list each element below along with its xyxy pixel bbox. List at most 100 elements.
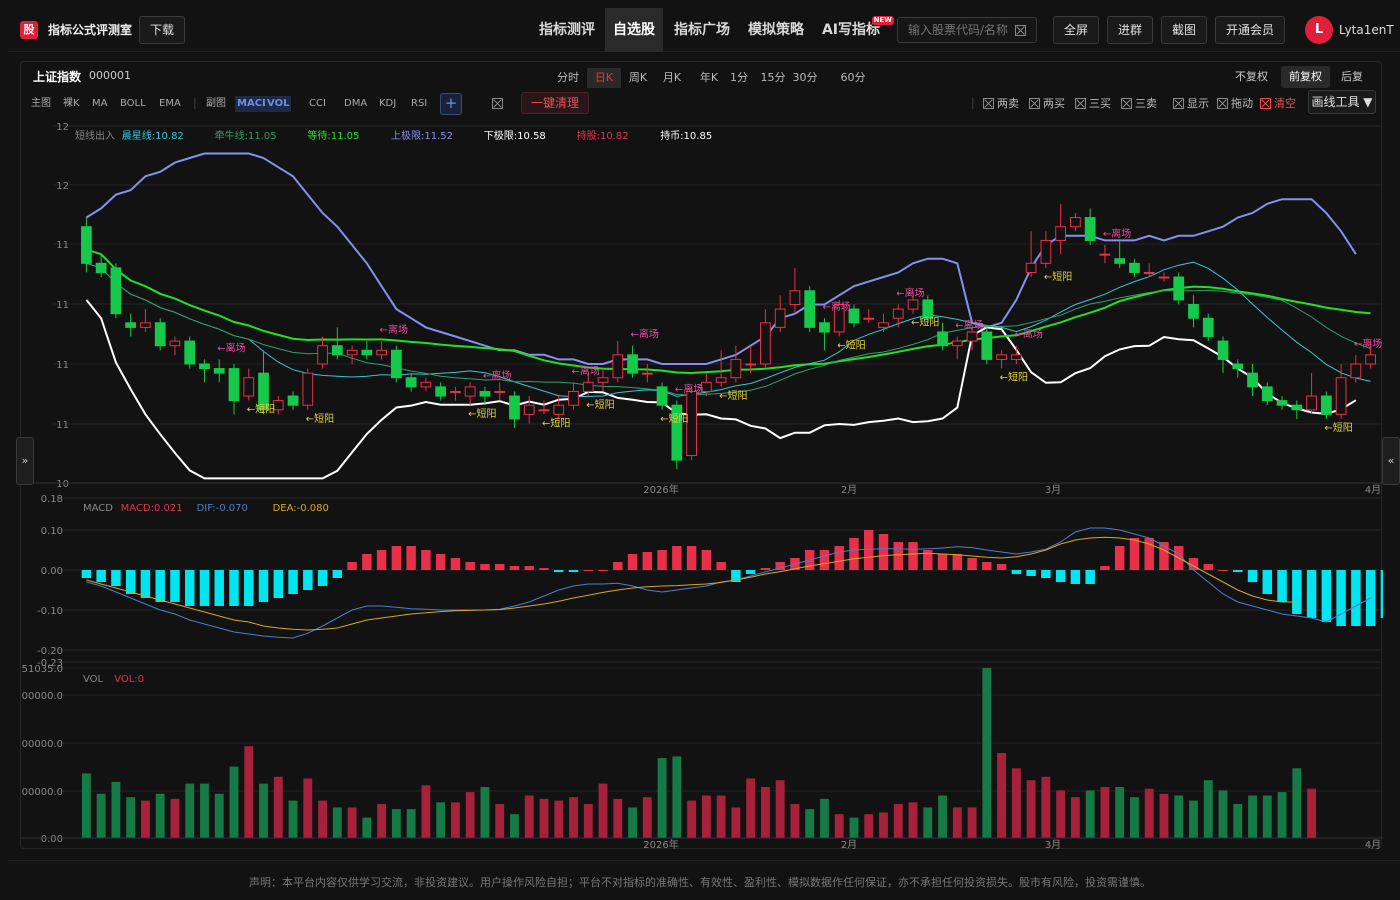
signal-toggle[interactable]: 清空 — [1260, 96, 1296, 112]
candle-body — [907, 299, 919, 310]
period-tab[interactable]: 15分 — [760, 71, 786, 84]
signal-toggle[interactable]: 显示 — [1173, 96, 1209, 112]
macd-bar — [288, 570, 298, 594]
volume-bar — [613, 798, 623, 838]
volume-bar — [1100, 787, 1110, 838]
candle-body — [804, 290, 816, 328]
sub-indicator-kdj[interactable]: KDJ — [379, 98, 397, 109]
sub-indicator-vol[interactable]: VOL — [265, 96, 292, 112]
period-tab[interactable]: 年K — [699, 71, 719, 84]
macd-legend-item: DEA:-0.080 — [273, 503, 329, 514]
main-ema[interactable]: EMA — [159, 98, 181, 109]
expand-left-button[interactable]: » — [16, 437, 34, 485]
macd-bar — [908, 542, 918, 570]
signal-toggle[interactable]: 两买 — [1029, 96, 1065, 112]
period-tab[interactable]: 1分 — [730, 71, 748, 84]
macd-bar — [111, 570, 121, 586]
candle-body — [1306, 395, 1317, 411]
nav-indicator-plaza[interactable]: 指标广场 — [674, 22, 730, 38]
candle-body — [1158, 276, 1170, 279]
sub-indicator-dma[interactable]: DMA — [344, 98, 368, 109]
nav-watchlist[interactable]: 自选股 — [605, 8, 663, 52]
volume-bar — [1292, 768, 1302, 838]
clear-all-button[interactable]: 一键清理 — [521, 92, 589, 114]
draw-tool-button[interactable]: 画线工具 ▼ — [1308, 90, 1376, 114]
signal-toggle[interactable]: 拖动 — [1217, 96, 1253, 112]
volume-bar — [1307, 788, 1317, 838]
kline-chart[interactable]: 12 12 11 11 11 11 10 2026年 2月 3月 4月 短线出入 晨星线:10.82 牵牛… — [21, 62, 1383, 850]
candle-body — [1335, 377, 1347, 415]
period-tab[interactable]: 分时 — [557, 71, 579, 84]
y-tick-label: 12 — [56, 122, 69, 133]
stock-search-input[interactable] — [897, 17, 1037, 43]
signal-toggle[interactable]: 三卖 — [1121, 96, 1157, 112]
divider: | — [971, 96, 975, 109]
volume-bar — [893, 804, 903, 838]
signal-toggle[interactable]: 两卖 — [983, 96, 1019, 112]
candle-body — [420, 381, 432, 388]
period-tab[interactable]: 月K — [662, 71, 682, 84]
period-tab[interactable]: 30分 — [792, 71, 818, 84]
candle-body — [730, 358, 742, 379]
adjust-tab[interactable]: 前复权 — [1281, 66, 1330, 88]
macd-bar — [1011, 570, 1022, 574]
search-clear-icon[interactable] — [1015, 25, 1026, 36]
volume-bar — [1085, 790, 1095, 838]
volume-bar — [982, 668, 992, 838]
volume-bar — [1144, 788, 1154, 838]
macd-bar — [362, 554, 372, 570]
signal-toggle[interactable]: 三买 — [1075, 96, 1111, 112]
leave-signal-label: ←离场 — [1354, 337, 1382, 350]
period-tab[interactable]: 日K — [587, 68, 621, 88]
period-tab[interactable]: 60分 — [840, 71, 866, 84]
candle-body — [671, 404, 683, 461]
disclaimer-text: 声明：本平台内容仅供学习交流，非投资建议。用户操作风险自担；平台不对指标的准确性… — [249, 876, 1151, 889]
candle-body — [612, 354, 624, 379]
candle-body — [863, 317, 875, 320]
volume-bar — [938, 795, 947, 838]
nav-sim-strategy[interactable]: 模拟策略 — [748, 22, 804, 38]
x-tick-label: 2月 — [841, 484, 857, 496]
candle-body — [1188, 304, 1199, 319]
macd-bar — [184, 570, 195, 606]
signal-toggle-label: 显示 — [1187, 97, 1209, 110]
expand-right-button[interactable]: « — [1382, 437, 1400, 485]
avatar[interactable]: L — [1305, 16, 1333, 44]
add-indicator-button[interactable]: + — [440, 93, 462, 115]
nav-indicator-eval[interactable]: 指标测评 — [539, 22, 595, 38]
adjust-tab[interactable]: 不复权 — [1235, 70, 1268, 83]
macd-bar — [406, 546, 416, 570]
legend-item: 短线出入 — [75, 129, 115, 142]
sub-indicator-rsi[interactable]: RSI — [411, 98, 428, 109]
toggle-icon[interactable] — [492, 98, 503, 109]
candle-body — [1173, 276, 1185, 301]
volume-bar — [214, 793, 224, 838]
username[interactable]: Lyta1enT — [1339, 23, 1394, 37]
y-tick-label: -0.20 — [37, 646, 63, 657]
main-ma[interactable]: MA — [92, 98, 108, 109]
macd-bar — [819, 550, 830, 570]
join-group-button[interactable]: 进群 — [1107, 16, 1153, 44]
macd-bar — [1365, 570, 1376, 626]
period-tab[interactable]: 周K — [628, 71, 648, 84]
fullscreen-button[interactable]: 全屏 — [1053, 16, 1099, 44]
nav-ai-indicator[interactable]: AI写指标 NEW — [816, 8, 894, 52]
screenshot-button[interactable]: 截图 — [1161, 16, 1207, 44]
sub-indicator-cci[interactable]: CCI — [309, 98, 326, 109]
footer-divider — [8, 860, 1400, 861]
candle-body — [1070, 217, 1081, 228]
sub-indicator-macd[interactable]: MACD — [235, 96, 273, 112]
macd-bar — [1292, 570, 1302, 614]
volume-bar — [716, 795, 726, 838]
macd-bar — [1336, 570, 1346, 626]
candle-body — [1276, 400, 1288, 406]
download-button[interactable]: 下载 — [139, 16, 185, 44]
leave-signal-label: ←离场 — [675, 383, 703, 396]
volume-bar — [185, 783, 195, 838]
open-membership-button[interactable]: 开通会员 — [1215, 16, 1285, 44]
candle-body — [1084, 217, 1096, 241]
short-yang-signal-label: ←短阳 — [306, 412, 334, 425]
main-naked-k[interactable]: 裸K — [63, 98, 80, 109]
main-boll[interactable]: BOLL — [120, 98, 146, 109]
